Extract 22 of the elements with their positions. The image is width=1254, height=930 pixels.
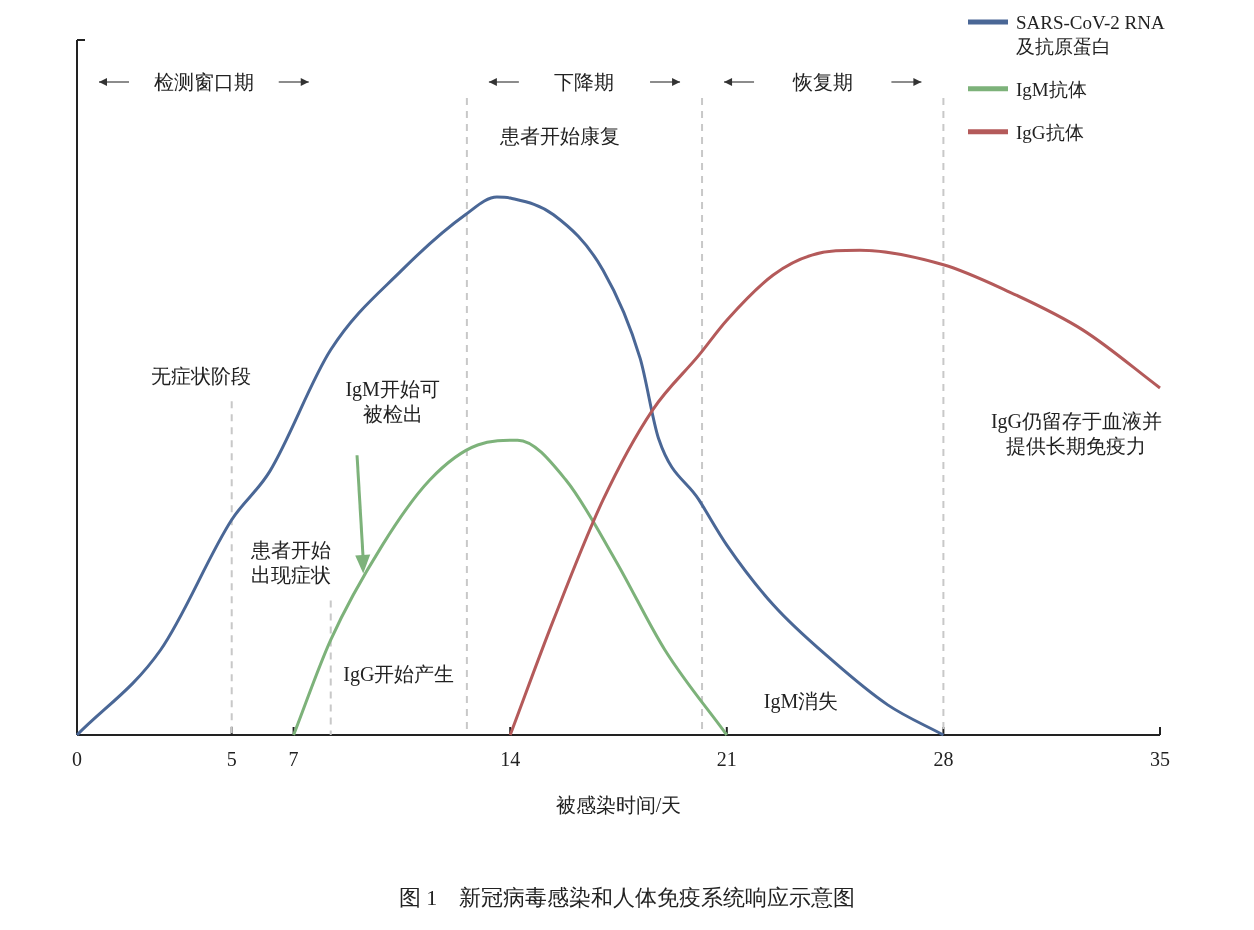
x-axis-title: 被感染时间/天 [555, 794, 682, 816]
x-tick-label: 14 [500, 748, 521, 770]
annotation: IgM开始可被检出 [345, 378, 440, 426]
legend-label: SARS-CoV-2 RNA 及抗原蛋白 [1016, 12, 1165, 57]
annotation: IgG仍留存于血液并提供长期免疫力 [990, 410, 1163, 458]
text: 患者开始康复 [498, 125, 620, 148]
x-tick-label: 0 [72, 748, 82, 770]
annotation: 无症状阶段 [150, 365, 251, 388]
x-tick-label: 35 [1150, 748, 1170, 770]
x-tick-label: 21 [716, 748, 737, 770]
x-tick-label: 28 [933, 748, 954, 770]
x-tick-label: 5 [226, 748, 237, 770]
annotation: 患者开始出现症状 [249, 539, 331, 587]
annotation: IgG开始产生 [343, 663, 455, 687]
legend-label: IgG抗体 [1016, 121, 1084, 143]
caption: 图 1 新冠病毒感染和人体免疫系统响应示意图 [398, 885, 856, 910]
text: 恢复期 [791, 71, 853, 93]
x-tick-label: 7 [288, 748, 299, 770]
text: 检测窗口期 [153, 71, 254, 93]
annotation: IgM消失 [763, 690, 839, 714]
text: 下降期 [554, 71, 615, 93]
legend-label: IgM抗体 [1016, 78, 1087, 100]
